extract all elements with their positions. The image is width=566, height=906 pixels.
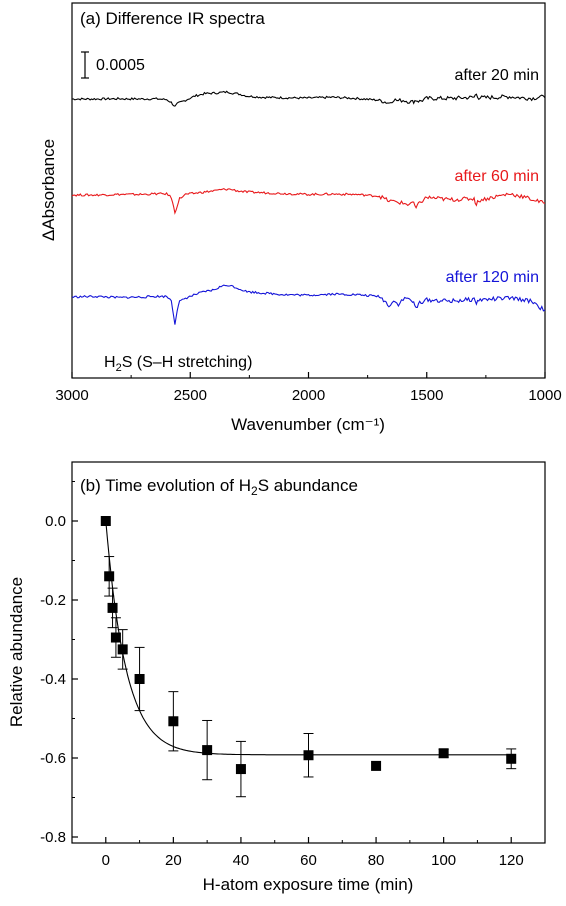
- panel-a-x-tick-label: 2000: [292, 387, 325, 404]
- panel-b-x-tick-label: 0: [102, 852, 110, 869]
- data-point: [110, 632, 121, 643]
- h2s-annotation-sub: 2: [116, 362, 122, 374]
- panel-b-y-tick-label: 0.0: [45, 513, 66, 530]
- data-point: [235, 764, 246, 775]
- data-point: [202, 745, 213, 756]
- fit-curve: [105, 520, 512, 756]
- data-point: [100, 516, 111, 526]
- spectrum-series-3: [71, 284, 546, 325]
- panel-b-title-prefix: (b) Time evolution of H: [80, 476, 251, 495]
- h2s-annotation-main: H: [104, 354, 116, 371]
- panel-a-x-tick-label: 3000: [55, 387, 88, 404]
- spectrum-series-2: [71, 187, 546, 215]
- panel-a-x-tick-label: 1500: [410, 387, 443, 404]
- panel-a-y-axis-label: ΔAbsorbance: [39, 139, 58, 241]
- panel-b-x-tick-label: 100: [431, 852, 456, 869]
- data-point: [134, 674, 145, 684]
- panel-b-y-tick-label: -0.2: [40, 592, 66, 609]
- panel-b-x-tick-label: 60: [300, 852, 317, 869]
- h2s-annotation-rest: S (S–H stretching): [122, 354, 253, 371]
- panel-b-frame: [71, 461, 546, 844]
- data-point: [371, 760, 382, 771]
- data-point: [104, 571, 115, 582]
- panel-a: (a) Difference IR spectra 0.0005 after 2…: [39, 2, 562, 434]
- data-point: [303, 750, 314, 761]
- panel-b-title-sub: 2: [251, 484, 258, 498]
- data-point: [107, 602, 118, 613]
- panel-b-y-axis-label: Relative abundance: [7, 577, 26, 727]
- panel-b-y-tick-label: -0.6: [40, 750, 66, 767]
- data-points-group: [100, 516, 517, 798]
- data-point: [168, 716, 179, 727]
- scale-bar: 0.0005: [81, 51, 145, 79]
- panel-a-x-tick-label: 1000: [528, 387, 561, 404]
- data-point: [117, 644, 128, 655]
- series-label-20min: after 20 min: [455, 67, 539, 84]
- data-point: [506, 753, 517, 764]
- panel-a-x-axis: 3000 2500 2000 1500 1000: [55, 372, 562, 404]
- panel-a-x-axis-label: Wavenumber (cm⁻¹): [231, 415, 385, 434]
- spectra-series-group: [71, 90, 546, 325]
- panel-b-y-tick-label: -0.8: [40, 829, 66, 846]
- panel-b-title-suffix: S abundance: [258, 476, 358, 495]
- spectrum-series-1: [71, 90, 546, 107]
- panel-a-title: (a) Difference IR spectra: [80, 9, 265, 28]
- scale-bar-label: 0.0005: [96, 57, 145, 74]
- panel-b-axes: 0 20 40 60 80 100 120 0.0 -0.2 -0.4 -0.6 -0.8: [40, 481, 546, 869]
- panel-b-x-tick-label: 80: [368, 852, 385, 869]
- series-label-120min: after 120 min: [446, 269, 539, 286]
- panel-b: (b) Time evolution of H2S abundance 0 20 4…: [7, 461, 546, 894]
- panel-b-x-axis-label: H-atom exposure time (min): [203, 875, 414, 894]
- series-label-60min: after 60 min: [455, 168, 539, 185]
- panel-b-x-tick-label: 40: [233, 852, 250, 869]
- panel-b-y-tick-label: -0.4: [40, 671, 66, 688]
- panel-a-x-tick-label: 2500: [174, 387, 207, 404]
- panel-b-x-tick-label: 20: [165, 852, 182, 869]
- data-point: [438, 748, 449, 759]
- h2s-annotation: H2S (S–H stretching): [104, 354, 252, 374]
- panel-b-x-tick-label: 120: [499, 852, 524, 869]
- panel-b-title: (b) Time evolution of H2S abundance: [80, 476, 358, 498]
